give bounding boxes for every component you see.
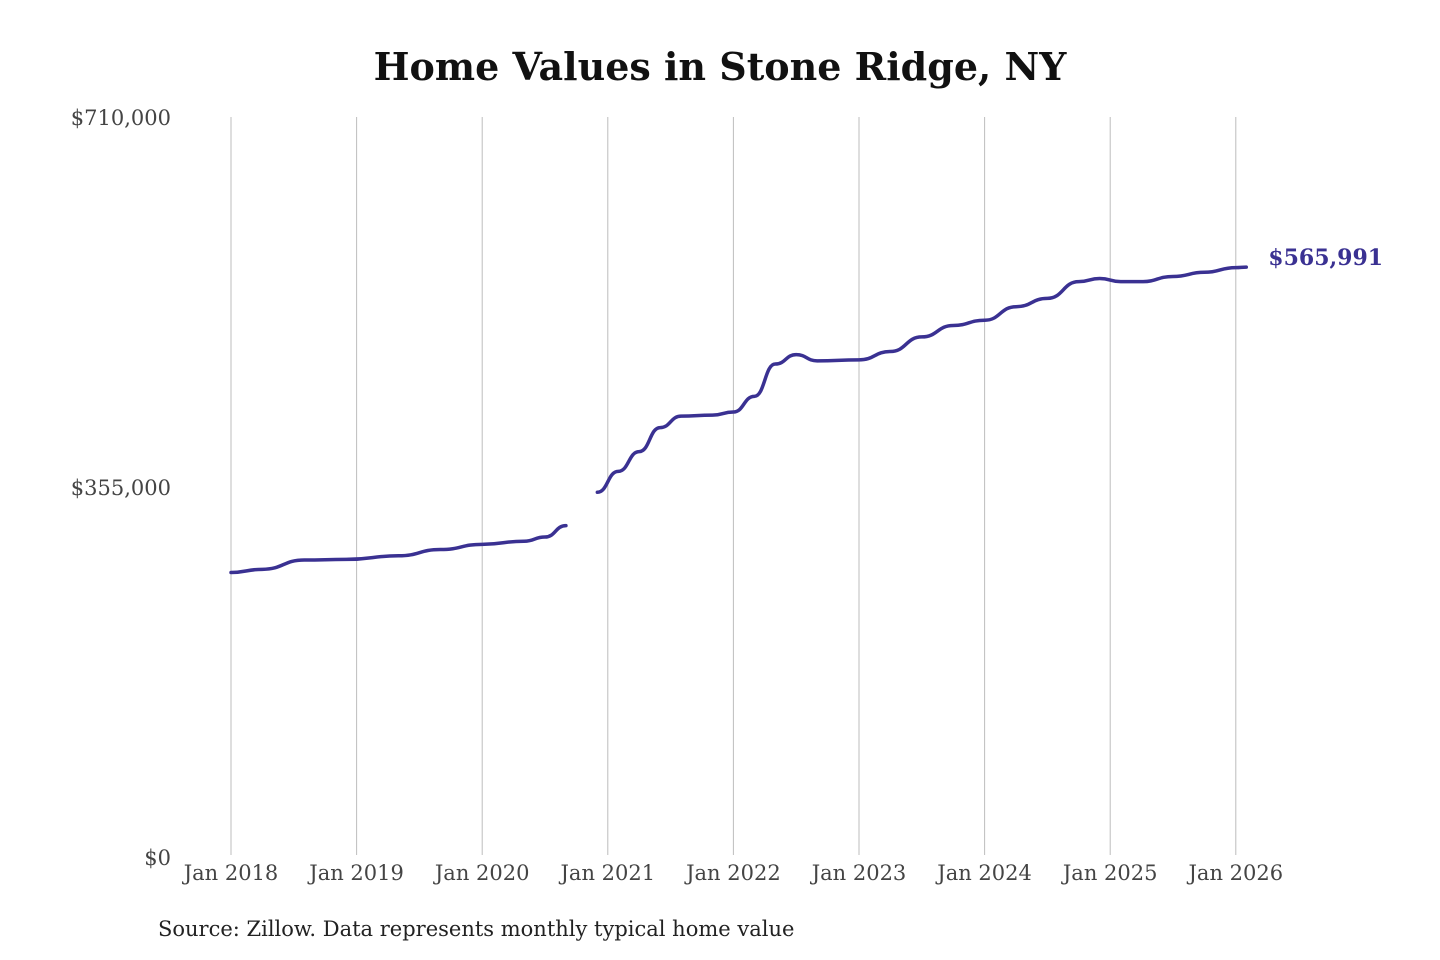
end-value-label: $565,991 <box>1268 245 1383 271</box>
series-line <box>229 523 568 575</box>
x-tick-label: Jan 2019 <box>307 861 404 885</box>
x-tick-label: Jan 2023 <box>810 861 907 885</box>
x-tick-label: Jan 2026 <box>1187 861 1284 885</box>
y-tick-label: $355,000 <box>71 476 171 500</box>
x-tick-label: Jan 2024 <box>935 861 1032 885</box>
x-tick-label: Jan 2020 <box>433 861 530 885</box>
series-line <box>595 265 1249 494</box>
x-tick-label: Jan 2022 <box>684 861 781 885</box>
y-tick-label: $710,000 <box>71 106 171 130</box>
x-tick-label: Jan 2021 <box>559 861 656 885</box>
x-tick-label: Jan 2018 <box>182 861 279 885</box>
y-tick-label: $0 <box>144 846 171 870</box>
chart-title: Home Values in Stone Ridge, NY <box>373 44 1067 89</box>
x-tick-label: Jan 2025 <box>1061 861 1158 885</box>
source-note: Source: Zillow. Data represents monthly … <box>158 917 795 941</box>
